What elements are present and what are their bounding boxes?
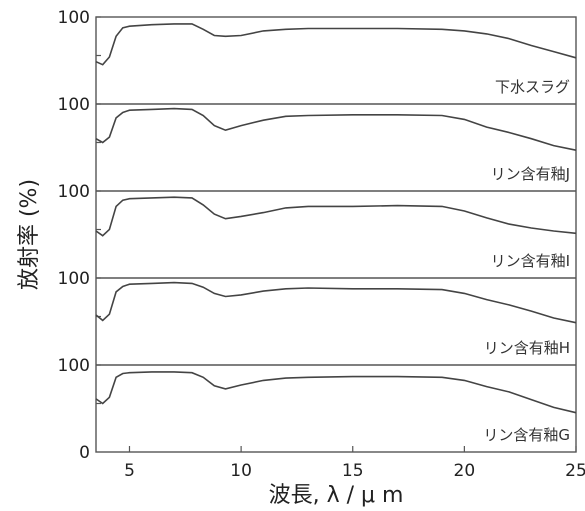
y-tick-label: 100	[58, 356, 90, 376]
series-label-1: 下水スラグ	[495, 78, 570, 96]
plot-area: 100下水スラグ100リン含有釉J100リン含有釉I100リン含有釉H100リン…	[58, 8, 585, 481]
series-label-3: リン含有釉I	[491, 252, 570, 270]
series-label-4: リン含有釉H	[484, 339, 570, 357]
y-tick-label: 100	[58, 269, 90, 289]
series-line-1	[95, 23, 577, 66]
y-tick-label: 100	[58, 8, 90, 28]
x-tick-label: 25	[565, 461, 585, 481]
y-tick-label: 100	[58, 182, 90, 202]
x-tick-label: 5	[124, 461, 135, 481]
y-axis-label: 放射率 (%)	[17, 179, 42, 290]
x-tick-label: 15	[342, 461, 364, 481]
series-line-2	[95, 107, 577, 151]
y-tick-label: 100	[58, 95, 90, 115]
series-line-3	[95, 196, 577, 237]
x-axis-label: 波長, λ / μ m	[269, 483, 404, 508]
series-label-2: リン含有釉J	[491, 165, 570, 183]
series-label-5: リン含有釉G	[483, 426, 570, 444]
plot-frame	[95, 16, 577, 453]
series-line-4	[95, 281, 577, 324]
series-line-5	[95, 371, 577, 414]
x-tick-label: 10	[230, 461, 252, 481]
x-tick-label: 20	[454, 461, 476, 481]
y-tick-label-zero: 0	[79, 443, 90, 463]
